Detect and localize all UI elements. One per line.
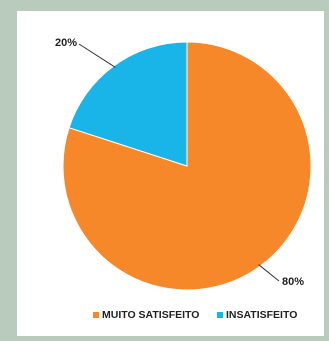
pie-chart: 80% 20% MUITO SATISFEITO INSATISFEITO [55, 37, 312, 321]
leader-line-insatisfeito [78, 43, 116, 68]
data-labels: 80% 20% [55, 37, 304, 288]
pie-slices [62, 41, 312, 291]
legend-swatch-muito-satisfeito [93, 312, 99, 318]
legend-label-muito-satisfeito: MUITO SATISFEITO [102, 309, 199, 321]
legend-swatch-insatisfeito [217, 312, 223, 318]
leader-lines [78, 43, 280, 282]
pie-slice-insatisfeito [68, 41, 188, 167]
data-label-muito-satisfeito: 80% [282, 276, 304, 288]
legend: MUITO SATISFEITO INSATISFEITO [93, 309, 297, 321]
data-label-insatisfeito: 20% [55, 37, 77, 49]
chart-frame: 80% 20% MUITO SATISFEITO INSATISFEITO [17, 11, 324, 336]
legend-label-insatisfeito: INSATISFEITO [226, 309, 297, 321]
leader-line-muito-satisfeito [258, 264, 280, 282]
